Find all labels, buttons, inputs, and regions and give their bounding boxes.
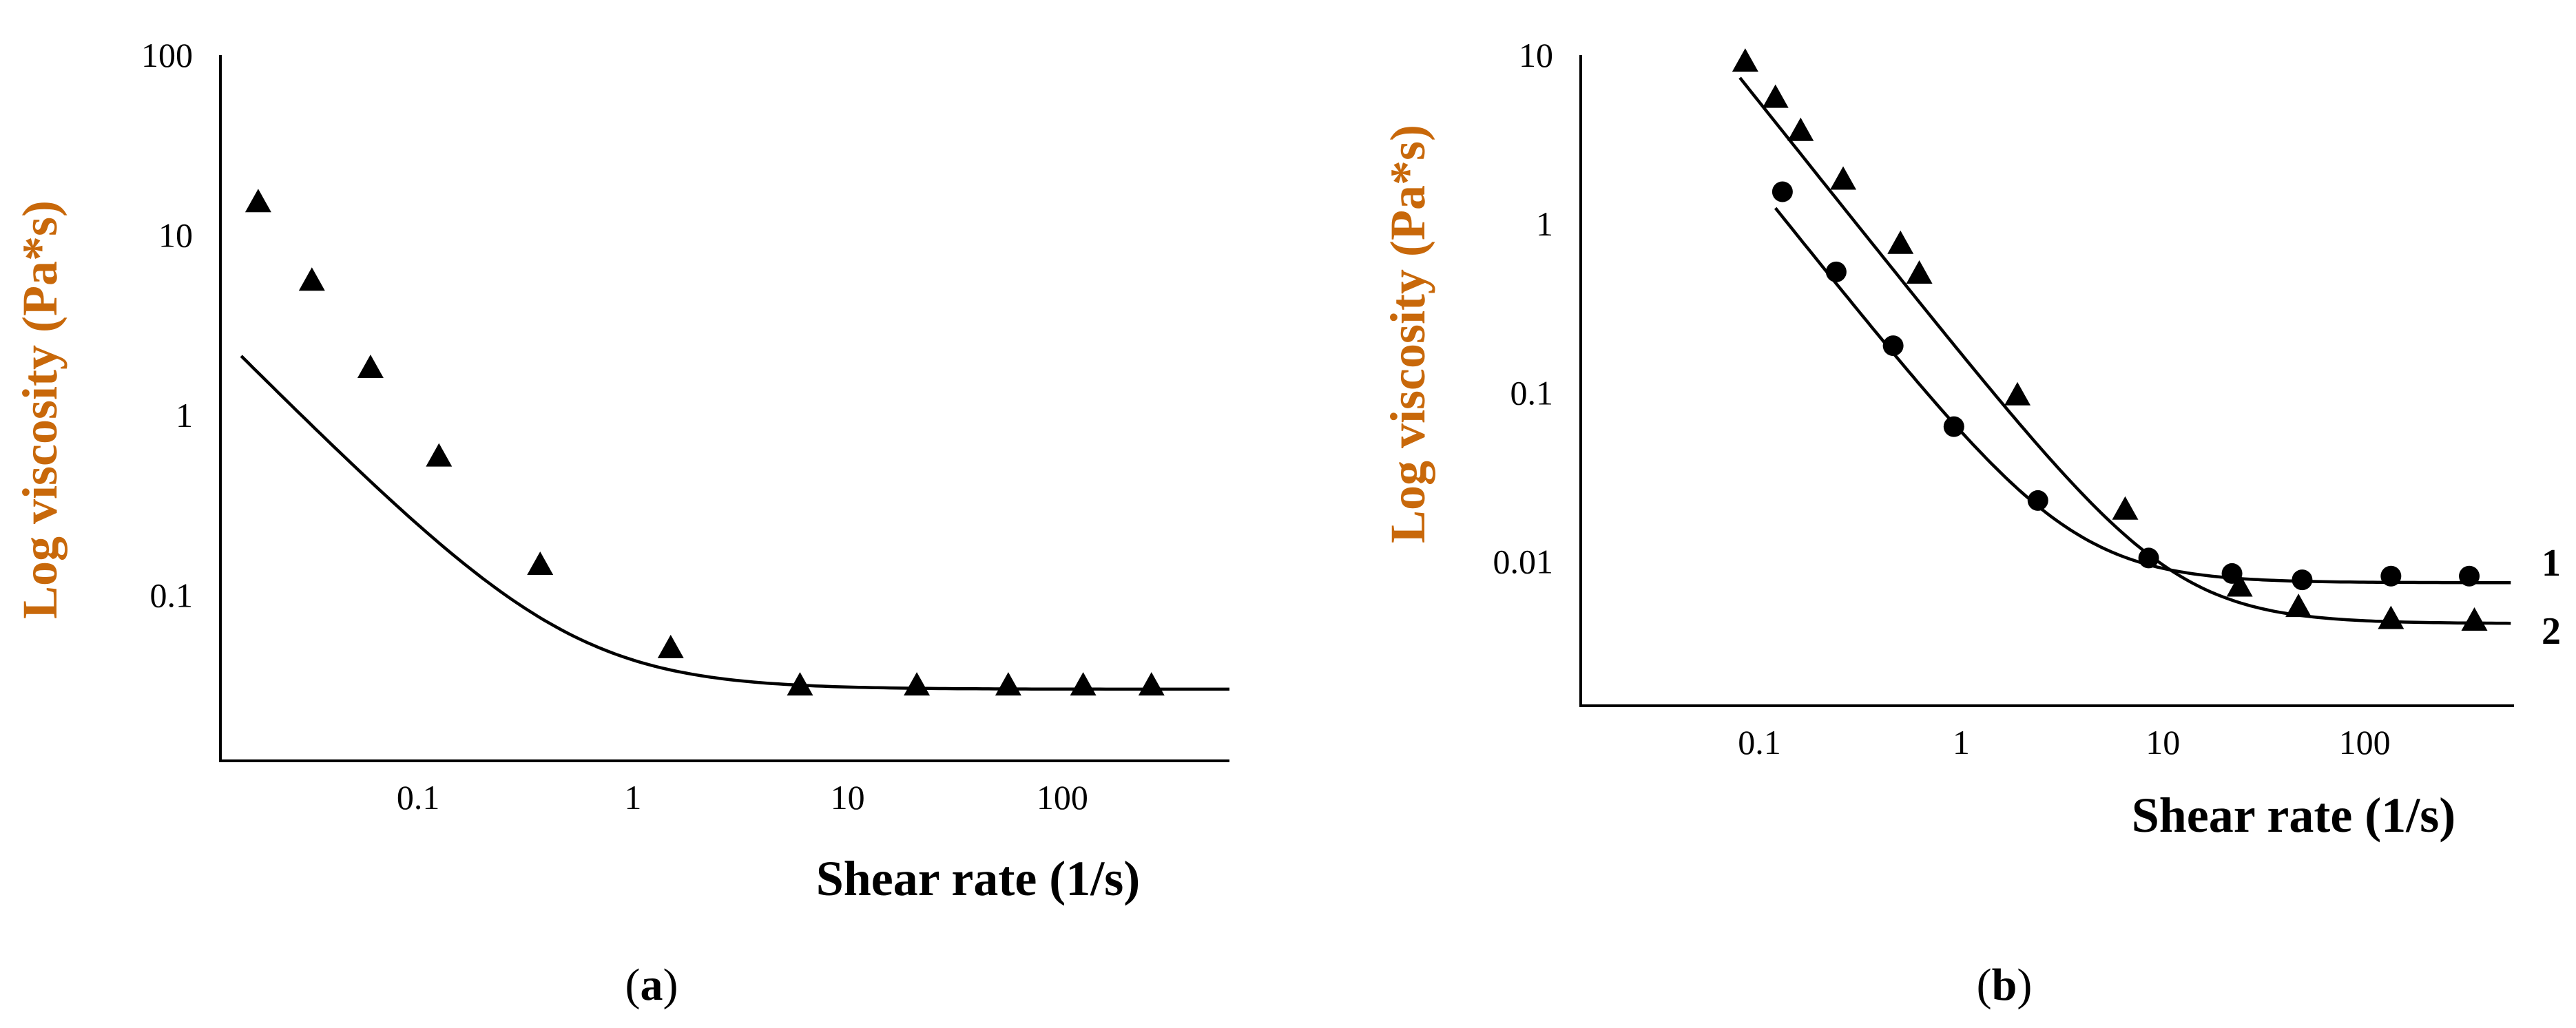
- data-point-b-1-8: [2226, 573, 2253, 597]
- data-point-a-0-7: [904, 672, 931, 696]
- data-point-b-0-0: [1772, 181, 1793, 202]
- data-point-b-0-3: [1943, 416, 1964, 437]
- data-point-b-1-3: [1830, 166, 1857, 190]
- y-tick-label-b-2: 1: [1536, 204, 1553, 243]
- axes-b: [1579, 55, 2514, 707]
- x-tick-label-a-0: 0.1: [397, 778, 440, 817]
- y-tick-label-b-3: 10: [1519, 36, 1553, 74]
- fit-curve-b-0: [1774, 207, 2511, 585]
- data-point-b-1-4: [1887, 230, 1914, 254]
- fit-curve-b-1: [1738, 76, 2511, 625]
- data-point-b-1-5: [1906, 260, 1933, 284]
- data-point-a-0-6: [787, 672, 813, 696]
- axes-a: [219, 55, 1229, 762]
- data-point-b-0-5: [2138, 547, 2159, 569]
- data-point-b-1-6: [2004, 381, 2031, 406]
- data-point-a-0-10: [1138, 672, 1165, 696]
- x-tick-label-b-0: 0.1: [1738, 723, 1781, 762]
- data-point-a-0-1: [298, 267, 325, 291]
- data-point-a-0-5: [657, 634, 684, 658]
- data-point-b-1-7: [2112, 496, 2139, 520]
- x-axis-label-b: Shear rate (1/s): [2132, 788, 2456, 843]
- panel-a-chart: 0.1 1 10 100 0.1 1 10 100 Shear rate (1/s) Log vi…: [12, 36, 1229, 906]
- data-point-a-0-8: [995, 672, 1021, 696]
- panel-b-chart: 0.1 1 10 100 0.01 0.1 1 10 Shear rate (1/s) Log v…: [1380, 36, 2561, 843]
- x-tick-label-a-3: 100: [1037, 778, 1088, 817]
- y-tick-label-a-0: 0.1: [150, 576, 194, 614]
- y-axis-label-a: Log viscosity (Pa*s): [12, 200, 67, 619]
- x-tick-label-a-1: 1: [624, 778, 641, 817]
- y-tick-label-b-0: 0.01: [1493, 543, 1554, 581]
- y-tick-label-a-3: 100: [141, 36, 193, 74]
- data-point-b-1-9: [2285, 594, 2312, 618]
- series-label-b-0: 1: [2542, 542, 2561, 585]
- data-point-b-1-10: [2378, 605, 2404, 629]
- data-point-b-1-1: [1762, 84, 1789, 108]
- series-label-b-1: 2: [2542, 610, 2561, 653]
- data-point-b-1-0: [1732, 48, 1758, 72]
- y-axis-label-b: Log viscosity (Pa*s): [1380, 125, 1435, 543]
- data-point-a-0-4: [527, 552, 554, 576]
- x-tick-label-b-2: 10: [2146, 723, 2180, 762]
- x-axis-label-a: Shear rate (1/s): [816, 851, 1141, 906]
- data-point-b-0-2: [1882, 335, 1904, 357]
- data-point-b-1-2: [1787, 117, 1814, 141]
- data-point-b-0-8: [2380, 565, 2402, 587]
- data-point-b-0-7: [2292, 569, 2313, 591]
- data-point-a-0-2: [357, 355, 384, 379]
- subfigure-caption-a: (a): [625, 960, 678, 1010]
- x-tick-label-b-1: 1: [1953, 723, 1970, 762]
- data-point-b-0-9: [2459, 565, 2480, 587]
- data-point-a-0-0: [245, 189, 271, 213]
- data-point-a-0-3: [426, 443, 453, 467]
- fit-curve-a-0: [240, 355, 1229, 691]
- x-tick-label-a-2: 10: [831, 778, 865, 817]
- y-tick-label-b-1: 0.1: [1510, 373, 1554, 412]
- subfigure-caption-b: (b): [1977, 960, 2033, 1010]
- y-tick-label-a-2: 10: [158, 216, 193, 254]
- data-point-b-0-1: [1825, 261, 1847, 282]
- data-point-b-1-11: [2461, 607, 2488, 631]
- data-point-a-0-9: [1070, 672, 1097, 696]
- data-point-b-0-4: [2027, 490, 2048, 511]
- x-tick-label-b-3: 100: [2339, 723, 2391, 762]
- y-tick-label-a-1: 1: [176, 396, 193, 434]
